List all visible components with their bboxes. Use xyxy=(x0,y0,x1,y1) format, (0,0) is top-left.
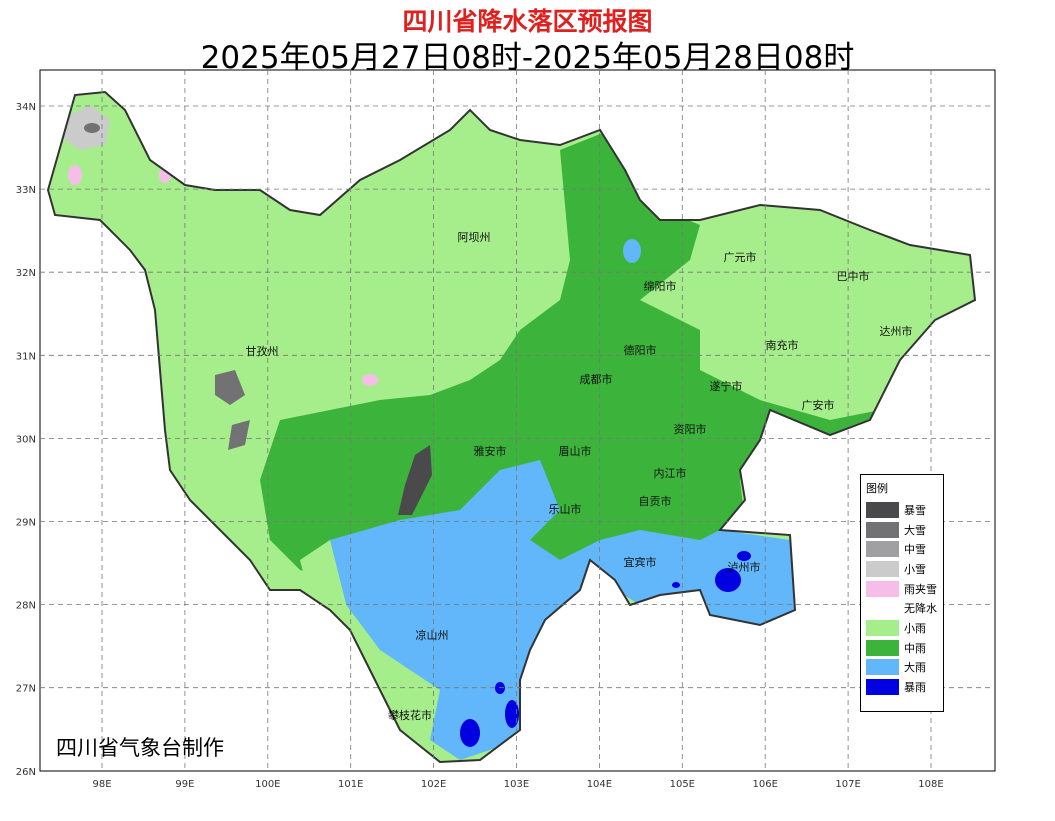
legend-label: 小雪 xyxy=(904,562,926,576)
snow-patch-ganzi xyxy=(215,370,245,405)
legend-swatch xyxy=(866,600,899,617)
region-label: 甘孜州 xyxy=(246,344,279,358)
legend-item: 中雨 xyxy=(861,638,943,658)
region-label: 凉山州 xyxy=(416,628,449,642)
lat-tick-label: 27N xyxy=(16,684,36,695)
legend-item: 雨夹雪 xyxy=(861,579,943,599)
region-label: 资阳市 xyxy=(674,422,707,436)
legend-swatch xyxy=(866,501,899,518)
lat-tick-label: 34N xyxy=(16,102,36,113)
region-label: 宜宾市 xyxy=(624,555,657,569)
legend-label: 雨夹雪 xyxy=(904,582,937,596)
legend-swatch xyxy=(866,619,899,636)
snow-patch-ganzi-2 xyxy=(228,420,250,450)
graticule xyxy=(40,70,995,771)
legend-item: 大雨 xyxy=(861,658,943,678)
lat-tick-label: 33N xyxy=(16,185,36,196)
legend-item: 大雪 xyxy=(861,520,943,540)
legend-label: 暴雨 xyxy=(904,681,926,695)
map-title: 四川省降水落区预报图 xyxy=(402,7,653,36)
rainstorm-patch xyxy=(737,551,751,561)
legend-label: 中雪 xyxy=(904,543,926,557)
lat-tick-label: 29N xyxy=(16,518,36,529)
lon-tick-label: 98E xyxy=(92,779,111,790)
axis-ticks: 98E 99E 100E 101E 102E 103E 104E 105E 106E 107E 10… xyxy=(16,102,944,790)
legend-label: 无降水 xyxy=(904,602,937,616)
lat-tick-label: 31N xyxy=(16,351,36,362)
lon-tick-label: 101E xyxy=(338,779,363,790)
region-label: 广元市 xyxy=(724,250,757,264)
sleet-patch xyxy=(68,165,82,185)
heavy-rain-patch xyxy=(623,239,641,263)
lon-tick-label: 102E xyxy=(421,779,446,790)
region-label: 内江市 xyxy=(654,466,687,480)
legend-label: 大雨 xyxy=(904,661,926,675)
lon-tick-label: 100E xyxy=(255,779,280,790)
rainstorm-patch xyxy=(460,719,480,747)
legend-swatch xyxy=(866,639,899,656)
lon-tick-label: 104E xyxy=(587,779,612,790)
region-label: 乐山市 xyxy=(549,502,582,516)
region-label: 成都市 xyxy=(580,372,613,386)
lon-tick-label: 108E xyxy=(918,779,943,790)
rainstorm-patch xyxy=(672,582,680,588)
region-label: 攀枝花市 xyxy=(388,708,432,722)
region-label: 巴中市 xyxy=(837,269,870,283)
legend-item: 暴雪 xyxy=(861,500,943,520)
legend-item: 小雨 xyxy=(861,618,943,638)
heavy-rain-area xyxy=(330,460,795,760)
legend-label: 暴雪 xyxy=(904,503,926,517)
lat-tick-label: 30N xyxy=(16,434,36,445)
legend-title: 图例 xyxy=(866,482,888,495)
light-rain-area-southeast xyxy=(300,540,410,720)
legend-swatch xyxy=(866,541,899,558)
lon-tick-label: 106E xyxy=(752,779,777,790)
legend-item: 小雪 xyxy=(861,559,943,579)
region-label: 泸州市 xyxy=(728,560,761,574)
legend-item: 无降水 xyxy=(861,598,943,618)
credit-text: 四川省气象台制作 xyxy=(56,736,224,760)
legend-swatch xyxy=(866,679,899,696)
region-label: 广安市 xyxy=(802,398,835,412)
lon-tick-label: 103E xyxy=(504,779,529,790)
region-label: 达州市 xyxy=(880,324,913,338)
lat-tick-label: 32N xyxy=(16,268,36,279)
region-label: 雅安市 xyxy=(474,444,507,458)
legend-item: 中雪 xyxy=(861,539,943,559)
sleet-patch xyxy=(362,374,378,386)
region-label: 德阳市 xyxy=(624,343,657,357)
legend-item: 暴雨 xyxy=(861,677,943,697)
legend-swatch xyxy=(866,521,899,538)
region-label: 阿坝州 xyxy=(458,230,491,244)
region-label: 遂宁市 xyxy=(710,379,743,393)
lat-tick-label: 28N xyxy=(16,601,36,612)
lon-tick-label: 99E xyxy=(175,779,194,790)
region-label: 眉山市 xyxy=(559,444,592,458)
lon-tick-label: 107E xyxy=(835,779,860,790)
region-label: 自贡市 xyxy=(639,494,672,508)
legend-swatch xyxy=(866,580,899,597)
lon-tick-label: 105E xyxy=(670,779,695,790)
snow-patch xyxy=(84,123,100,133)
region-label: 绵阳市 xyxy=(644,279,677,293)
legend-swatch xyxy=(866,560,899,577)
lat-tick-label: 26N xyxy=(16,767,36,778)
legend-label: 小雨 xyxy=(904,621,926,635)
legend-label: 中雨 xyxy=(904,641,926,655)
legend: 图例 暴雪大雪中雪小雪雨夹雪无降水小雨中雨大雨暴雨 xyxy=(860,474,944,712)
legend-swatch xyxy=(866,659,899,676)
legend-label: 大雪 xyxy=(904,523,926,537)
region-label: 南充市 xyxy=(766,338,799,352)
snow-patch-ya-an xyxy=(398,445,432,515)
rainstorm-patch xyxy=(505,700,519,728)
rainstorm-patch-luzhou xyxy=(715,568,741,592)
